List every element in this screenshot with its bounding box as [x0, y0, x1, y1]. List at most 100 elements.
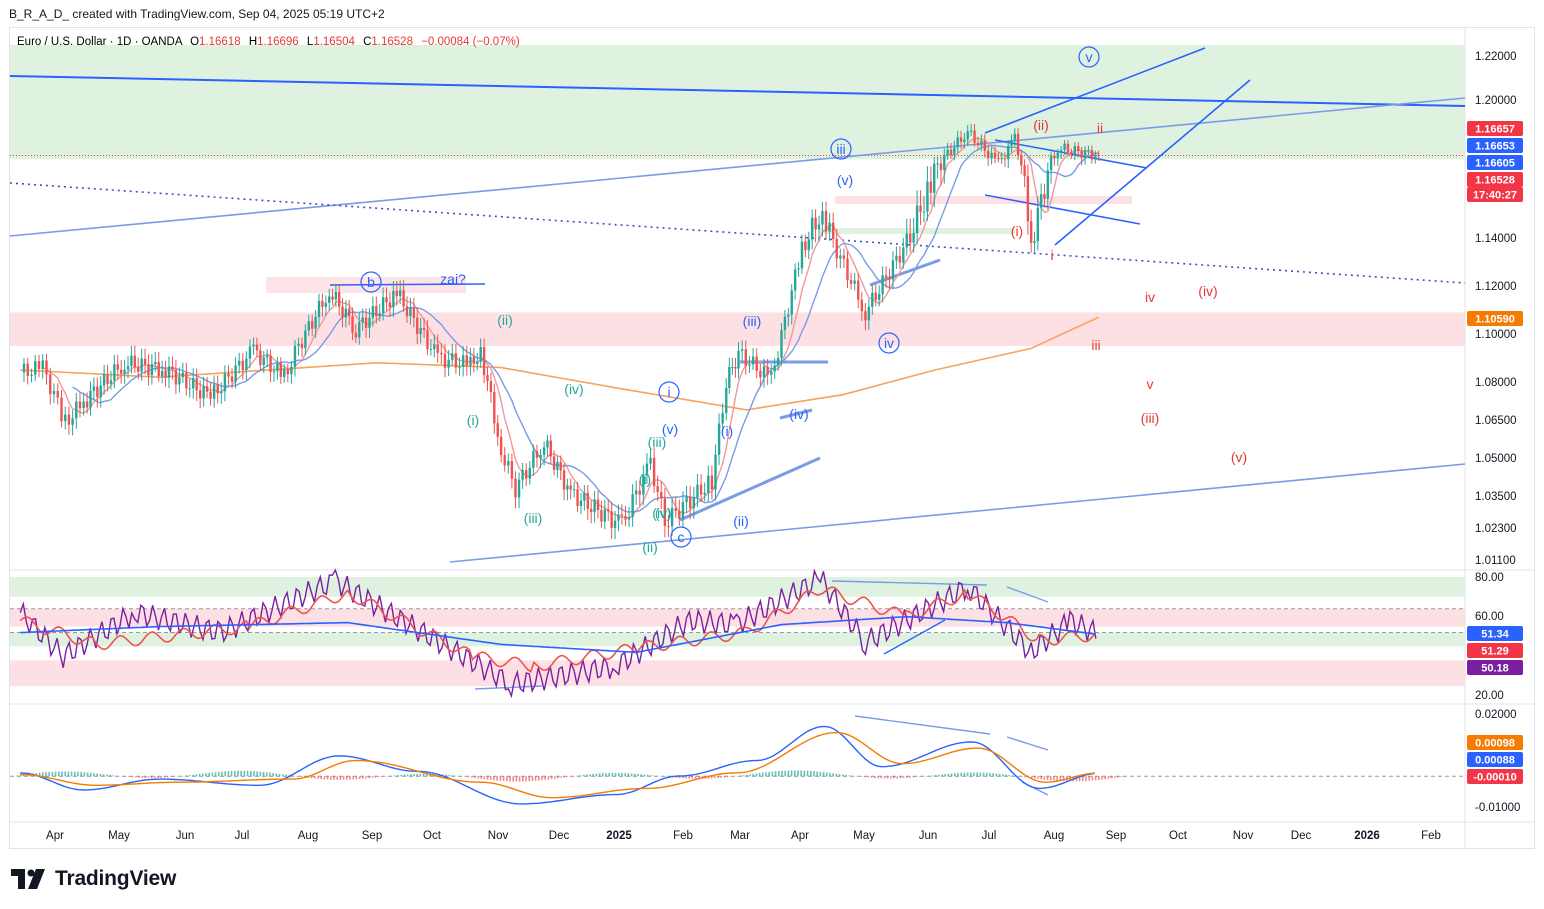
- price-badge-3: 1.16528: [1475, 175, 1515, 187]
- wave-green-3: (iv): [564, 381, 583, 397]
- candle-body: [344, 308, 348, 318]
- candle-body: [354, 332, 358, 338]
- candle-body: [1063, 143, 1066, 150]
- candle-body: [205, 386, 209, 392]
- macd-line-0: [20, 725, 1095, 805]
- candle-body: [963, 139, 966, 142]
- wave-blue-9: (v): [662, 421, 678, 437]
- candle-body: [696, 484, 699, 498]
- candle-body: [1026, 176, 1030, 222]
- candle-body: [793, 269, 797, 291]
- wave-blue-0: b: [367, 274, 375, 290]
- candle-body: [881, 275, 884, 294]
- macd-badge-2: -0.00010: [1473, 772, 1516, 784]
- candle-body: [241, 360, 244, 371]
- candle-body: [1046, 170, 1049, 199]
- price-badge-0-bg: [1467, 121, 1523, 136]
- candle-body: [328, 296, 331, 303]
- candle-body: [341, 306, 344, 318]
- candle-body: [259, 350, 262, 366]
- candle-body: [479, 347, 482, 362]
- candle-body: [507, 461, 510, 466]
- candle-body: [1097, 155, 1100, 157]
- rsi-tick-1: 60.00: [1475, 611, 1504, 623]
- x-tick-21: 2026: [1354, 830, 1380, 842]
- candle-body: [926, 181, 929, 212]
- candle-body: [41, 360, 44, 370]
- candle-body: [670, 508, 674, 527]
- candle-body: [503, 455, 506, 466]
- candle-body: [759, 370, 762, 378]
- candle-body: [744, 349, 747, 366]
- wave-red-3: i: [1050, 247, 1053, 263]
- candle-body: [1003, 158, 1007, 160]
- wave-blue-12-circle: [670, 526, 692, 548]
- trendlines-layer: [9, 47, 1466, 796]
- candle-body: [496, 423, 499, 437]
- candle-body: [30, 374, 33, 376]
- candle-body: [839, 255, 842, 259]
- candle-body: [939, 163, 943, 171]
- y-tick-11: 1.01100: [1475, 555, 1516, 567]
- candle-body: [521, 470, 524, 480]
- candle-body: [731, 367, 734, 369]
- x-tick-15: Jul: [982, 830, 997, 842]
- candle-body: [334, 292, 338, 300]
- candle-body: [304, 330, 307, 349]
- candle-body: [1020, 154, 1023, 166]
- candle-body: [535, 451, 539, 458]
- x-axis-ticks: Apr May Jun Jul Aug Sep Oct Nov Dec 2025 Feb Mar Apr…: [46, 830, 1441, 842]
- candle-body: [276, 362, 279, 372]
- candle-body: [371, 306, 375, 318]
- price-badge-2-bg: [1467, 155, 1523, 170]
- candle-body: [678, 510, 681, 519]
- candle-body: [279, 362, 283, 377]
- candle-body: [209, 391, 212, 399]
- high-label: H: [249, 36, 257, 48]
- grid-layer: [10, 27, 1534, 849]
- candle-body: [1080, 151, 1083, 158]
- price-badge-5: 1.10590: [1475, 314, 1515, 326]
- open-label: O: [190, 36, 199, 48]
- candle-body: [783, 316, 787, 331]
- y-tick-0: 1.22000: [1475, 51, 1517, 63]
- wave-blue-2: i: [667, 384, 670, 400]
- price-badges: 1.16657 1.16653 1.16605 1.16528 17:40:27 1.10…: [1467, 121, 1523, 784]
- macd-layer: [13, 725, 1126, 805]
- april-flag-line: [779, 408, 813, 420]
- candle-body: [216, 384, 219, 394]
- candle-body: [60, 397, 63, 422]
- x-tick-10: Feb: [673, 830, 693, 842]
- candle-body: [212, 384, 216, 399]
- candle-body: [703, 492, 706, 495]
- wave-blue-12: c: [678, 529, 685, 545]
- ma-fast-1: [72, 144, 1099, 513]
- candle-body: [451, 353, 454, 360]
- y-tick-8: 1.05000: [1475, 453, 1517, 465]
- candle-body: [286, 369, 290, 375]
- candle-body: [656, 486, 659, 493]
- candle-body: [692, 497, 696, 509]
- rsi-layer: [19, 568, 1097, 699]
- candle-body: [828, 222, 831, 232]
- rsi-badge-1: 51.29: [1481, 646, 1509, 658]
- supply-zone-july: [835, 196, 1132, 204]
- x-tick-7: Nov: [488, 830, 509, 842]
- candle-body: [37, 361, 41, 370]
- candle-body: [755, 356, 758, 371]
- candle-body: [864, 311, 867, 321]
- candle-body: [49, 374, 52, 395]
- candle-body: [324, 302, 328, 307]
- candle-body: [617, 514, 620, 521]
- candle-body: [85, 401, 89, 408]
- candle-body: [402, 290, 405, 307]
- candle-body: [227, 373, 230, 377]
- candle-body: [510, 461, 514, 479]
- rsi-badge-2-bg: [1467, 660, 1523, 675]
- candle-body: [1077, 146, 1080, 152]
- rsi-badge-0-bg: [1467, 626, 1523, 641]
- candle-body: [358, 322, 361, 338]
- low-label: L: [307, 36, 314, 48]
- candle-body: [1007, 145, 1010, 160]
